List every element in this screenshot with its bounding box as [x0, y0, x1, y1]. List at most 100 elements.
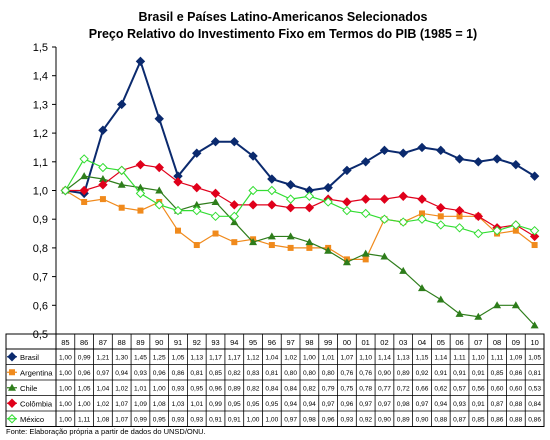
y-tick-label: 0,5: [33, 329, 48, 341]
data-label: 1,08: [97, 416, 110, 423]
series-line-argentina: [65, 189, 535, 260]
x-tick-label: 90: [155, 338, 163, 347]
data-label: 0,82: [247, 385, 260, 392]
data-label: 1,13: [397, 354, 410, 361]
data-label: 1,00: [59, 416, 72, 423]
data-label: 1,21: [97, 354, 110, 361]
x-tick-label: 91: [174, 338, 182, 347]
data-label: 0,88: [434, 416, 447, 423]
legend-label: Brasil: [20, 353, 39, 362]
data-point-argentina: [81, 198, 88, 205]
data-label: 0,97: [284, 416, 297, 423]
data-label: 0,95: [247, 401, 260, 408]
data-label: 0,81: [265, 370, 278, 377]
data-label: 0,91: [472, 370, 485, 377]
data-point-colombia: [304, 203, 315, 213]
data-point-mexico: [511, 220, 521, 230]
data-point-chile: [192, 200, 201, 208]
data-label: 0,81: [190, 370, 203, 377]
data-point-chile: [80, 172, 89, 180]
data-label: 0,95: [190, 385, 203, 392]
data-label: 0,86: [509, 370, 522, 377]
data-label: 1,11: [491, 354, 504, 361]
data-point-brasil: [229, 137, 240, 147]
data-label: 1,00: [59, 370, 72, 377]
data-label: 0,66: [416, 385, 429, 392]
data-point-mexico: [192, 205, 202, 216]
data-point-colombia: [98, 180, 108, 190]
data-label: 0,82: [228, 370, 241, 377]
data-point-argentina: [306, 244, 313, 251]
data-label: 1,00: [78, 401, 91, 408]
data-point-chile: [474, 312, 483, 320]
data-point-brasil: [511, 159, 521, 170]
data-label: 1,00: [59, 354, 72, 361]
data-label: 0,93: [134, 370, 147, 377]
data-label: 0,86: [528, 416, 541, 423]
data-label: 1,04: [97, 385, 110, 392]
data-point-mexico: [173, 205, 183, 216]
x-tick-label: 05: [437, 338, 445, 347]
data-point-brasil: [192, 148, 202, 158]
data-label: 0,83: [247, 370, 260, 377]
data-point-argentina: [99, 196, 106, 203]
data-label: 0,90: [416, 416, 429, 423]
series-brasil: [60, 56, 540, 199]
data-point-brasil: [360, 157, 371, 167]
data-label: 1,30: [115, 354, 128, 361]
data-point-chile: [511, 301, 520, 309]
x-tick-label: 96: [268, 338, 276, 347]
data-label: 0,94: [434, 401, 447, 408]
data-label: 0,97: [97, 370, 110, 377]
data-point-colombia: [285, 203, 296, 213]
x-tick-label: 93: [211, 338, 219, 347]
data-label: 0,87: [453, 416, 466, 423]
data-point-colombia: [154, 162, 164, 173]
data-label: 0,93: [190, 416, 203, 423]
data-label: 0,87: [491, 401, 504, 408]
data-label: 0,91: [209, 416, 222, 423]
x-tick-label: 10: [530, 338, 538, 347]
data-label: 0,95: [228, 401, 241, 408]
data-point-brasil: [454, 154, 465, 164]
data-point-mexico: [417, 214, 427, 224]
x-tick-label: 88: [118, 338, 126, 347]
x-tick-label: 00: [343, 338, 351, 347]
y-tick-label: 1,2: [33, 128, 48, 140]
y-tick-label: 0,6: [33, 300, 48, 312]
data-label: 0,80: [303, 370, 316, 377]
data-point-brasil: [285, 180, 296, 190]
data-label: 0,85: [209, 370, 222, 377]
data-point-brasil: [417, 142, 427, 153]
data-point-mexico: [323, 197, 333, 207]
data-label: 0,90: [378, 416, 391, 423]
data-label: 0,98: [397, 401, 410, 408]
data-point-argentina: [175, 227, 181, 234]
data-point-chile: [455, 309, 464, 317]
data-point-colombia: [192, 182, 202, 193]
data-label: 1,07: [115, 416, 128, 423]
data-label: 1,17: [209, 354, 222, 361]
data-label: 0,79: [322, 385, 335, 392]
x-tick-label: 86: [80, 338, 88, 347]
data-label: 1,14: [378, 354, 391, 361]
x-tick-label: 98: [305, 338, 313, 347]
data-label: 0,82: [303, 385, 316, 392]
data-point-brasil: [529, 171, 540, 181]
series-layer: [60, 56, 540, 329]
data-label: 0,76: [359, 370, 372, 377]
data-point-argentina: [419, 210, 425, 217]
data-point-brasil: [267, 174, 277, 184]
data-point-mexico: [398, 217, 408, 227]
data-label: 1,01: [322, 354, 335, 361]
x-tick-label: 85: [61, 338, 69, 347]
data-point-chile: [211, 197, 220, 205]
y-tick-label: 1,4: [33, 71, 48, 83]
data-label: 0,86: [172, 370, 185, 377]
data-label: 0,98: [303, 416, 316, 423]
data-label: 0,93: [172, 416, 185, 423]
data-point-chile: [230, 218, 239, 226]
data-point-mexico: [135, 188, 146, 199]
data-point-chile: [117, 180, 126, 188]
series-mexico: [60, 154, 540, 239]
